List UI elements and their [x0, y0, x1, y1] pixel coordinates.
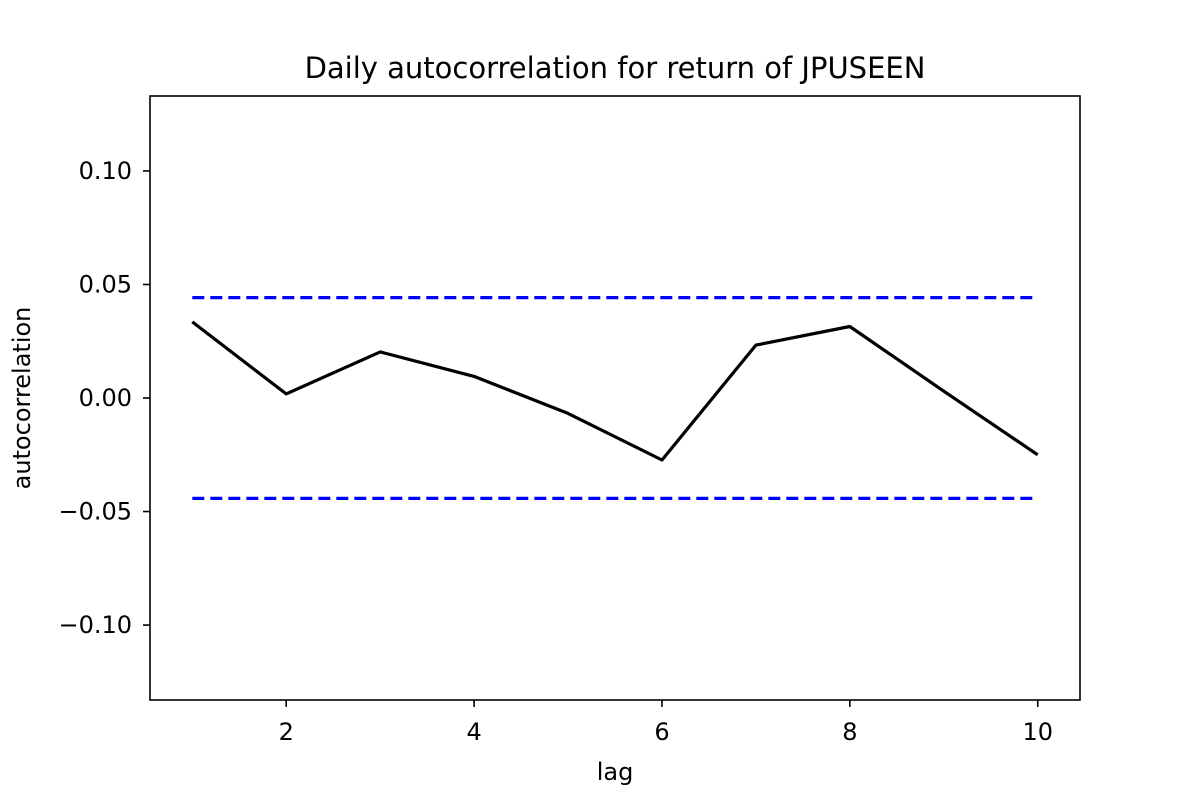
y-tick-label: 0.00: [79, 384, 132, 412]
x-axis: 2 4 6 8 10: [279, 700, 1053, 746]
x-tick-label: 6: [654, 718, 669, 746]
y-axis-title: autocorrelation: [8, 307, 36, 490]
y-tick-label: −0.05: [58, 498, 132, 526]
y-axis: −0.10 −0.05 0.00 0.05 0.10: [58, 157, 150, 639]
plot-frame: [149, 95, 1081, 701]
x-tick-label: 8: [842, 718, 857, 746]
y-tick-label: 0.05: [79, 270, 132, 298]
chart-title: Daily autocorrelation for return of JPUS…: [305, 51, 926, 85]
y-tick-label: −0.10: [58, 611, 132, 639]
plot-area: [191, 296, 1039, 500]
x-tick-label: 4: [466, 718, 481, 746]
x-tick-label: 10: [1022, 718, 1053, 746]
x-tick-label: 2: [279, 718, 294, 746]
autocorrelation-line: [191, 320, 1039, 462]
x-axis-title: lag: [597, 758, 634, 786]
y-tick-label: 0.10: [79, 157, 132, 185]
